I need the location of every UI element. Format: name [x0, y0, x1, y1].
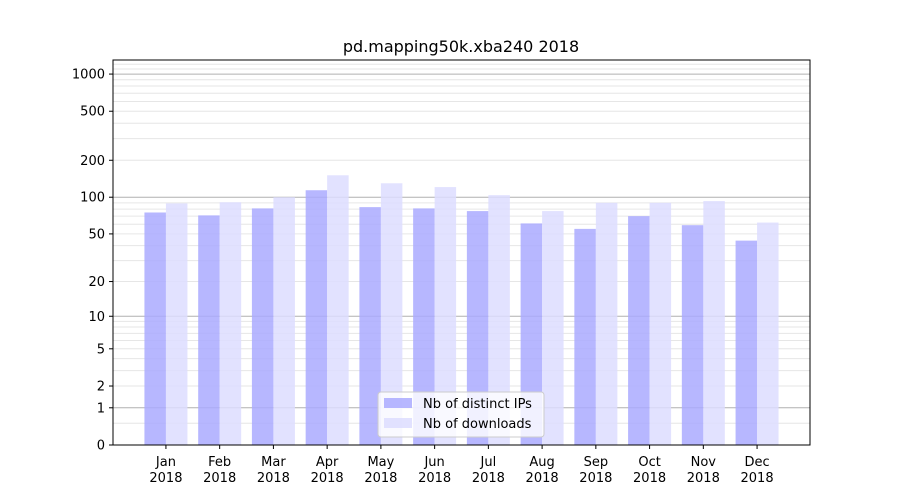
- bar-ips: [466, 211, 489, 445]
- x-tick-label: May 2018: [364, 455, 397, 486]
- y-tick-label: 0: [97, 439, 105, 454]
- y-tick-label: 50: [88, 227, 105, 242]
- bar-ips: [735, 240, 758, 445]
- y-tick-label: 1: [97, 401, 105, 416]
- bar-ips: [574, 228, 596, 445]
- x-tick-label: Aug 2018: [526, 455, 559, 486]
- x-tick-label: Dec 2018: [741, 455, 774, 486]
- bar-downloads: [380, 183, 403, 445]
- bar-ips: [251, 208, 274, 445]
- bar-ips: [628, 216, 650, 445]
- bar-downloads: [273, 197, 295, 445]
- y-tick-label: 200: [80, 154, 105, 169]
- legend-label: Nb of distinct IPs: [423, 397, 532, 412]
- legend-label: Nb of downloads: [423, 417, 532, 432]
- bar-ips: [305, 190, 328, 445]
- x-tick-label: Jan 2018: [149, 455, 182, 486]
- x-tick-label: Oct 2018: [633, 455, 666, 486]
- bar-downloads: [542, 211, 564, 445]
- bar-downloads: [595, 202, 618, 445]
- legend: Nb of distinct IPs Nb of downloads: [377, 391, 545, 438]
- bar-downloads: [649, 202, 672, 445]
- y-tick-label: 2: [97, 380, 105, 395]
- bar-downloads: [757, 222, 779, 445]
- bar-ips: [198, 215, 220, 445]
- x-tick-label: Sep 2018: [579, 455, 612, 486]
- y-tick-label: 10: [88, 310, 105, 325]
- y-tick-label: 100: [80, 191, 105, 206]
- bar-ips: [413, 208, 435, 445]
- legend-box: [377, 391, 545, 438]
- bar-downloads: [219, 202, 242, 445]
- x-tick-label: Jul 2018: [472, 455, 505, 486]
- y-tick-label: 5: [97, 342, 105, 357]
- legend-swatch: [384, 418, 412, 428]
- bar-ips: [520, 223, 543, 445]
- x-tick-label: Feb 2018: [203, 455, 236, 486]
- legend-swatch: [384, 398, 412, 408]
- bar-downloads: [327, 175, 349, 445]
- x-tick-label: Nov 2018: [687, 455, 720, 486]
- bar-downloads: [165, 203, 188, 445]
- bar-downloads: [703, 201, 725, 445]
- y-tick-label: 1000: [72, 68, 105, 83]
- bar-ips: [359, 207, 381, 445]
- plot-frame: [112, 59, 811, 446]
- bar-downloads: [488, 195, 510, 445]
- bar-ips: [681, 225, 704, 445]
- chart-title: pd.mapping50k.xba240 2018: [343, 37, 579, 56]
- y-tick-label: 500: [80, 105, 105, 120]
- bar-downloads: [434, 187, 457, 446]
- bar-ips: [144, 212, 166, 445]
- x-tick-label: Jun 2018: [418, 455, 451, 486]
- x-tick-label: Apr 2018: [311, 455, 344, 486]
- x-tick-label: Mar 2018: [257, 455, 290, 486]
- y-tick-label: 20: [88, 275, 105, 290]
